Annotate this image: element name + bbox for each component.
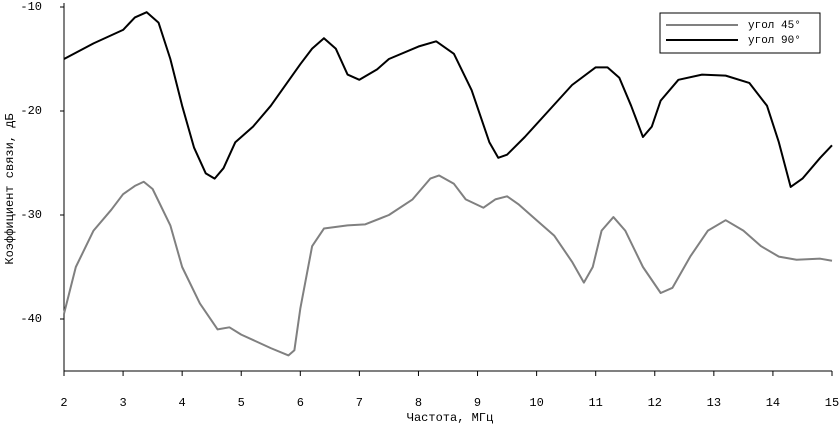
x-tick-label: 8 (415, 396, 422, 410)
x-axis-label: Частота, МГц (407, 411, 493, 425)
x-tick-label: 14 (766, 396, 780, 410)
x-tick-label: 13 (707, 396, 721, 410)
x-tick-label: 6 (297, 396, 304, 410)
x-tick-label: 7 (356, 396, 363, 410)
legend-label: угол 45° (748, 20, 801, 32)
x-tick-label: 11 (588, 396, 602, 410)
x-tick-label: 15 (825, 396, 839, 410)
x-tick-label: 4 (179, 396, 186, 410)
series-line (63, 11, 833, 188)
x-tick-label: 12 (648, 396, 662, 410)
x-tick-label: 5 (238, 396, 245, 410)
series-line (63, 174, 833, 357)
y-axis-label: Коэффициент связи, дБ (3, 113, 17, 264)
x-tick-label: 3 (119, 396, 126, 410)
x-tick-label: 9 (474, 396, 481, 410)
x-tick-label: 2 (60, 396, 67, 410)
y-tick-label: -10 (20, 0, 42, 14)
y-tick-label: -40 (20, 312, 42, 326)
x-tick-label: 10 (529, 396, 543, 410)
legend: угол 45° угол 90° (659, 12, 821, 54)
legend-label: угол 90° (748, 35, 801, 47)
y-tick-label: -20 (20, 104, 42, 118)
legend-box (659, 12, 821, 54)
y-tick-label: -30 (20, 208, 42, 222)
